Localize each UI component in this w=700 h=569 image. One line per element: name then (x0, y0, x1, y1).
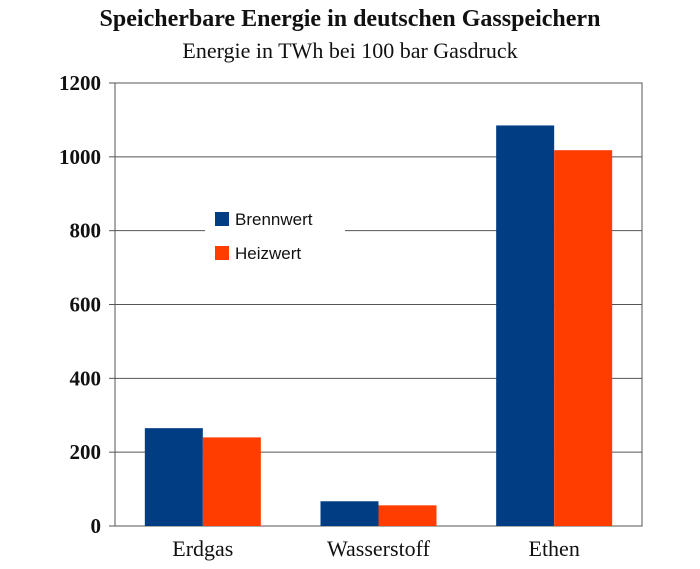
chart-title: Speicherbare Energie in deutschen Gasspe… (99, 6, 601, 32)
legend-label-heizwert: Heizwert (235, 244, 301, 263)
legend-swatch-brennwert (215, 212, 229, 226)
bar-brennwert-erdgas (144, 428, 203, 526)
legend-swatch-heizwert (215, 246, 229, 260)
y-tick-label: 200 (70, 440, 102, 464)
bar-brennwert-ethen (496, 125, 555, 527)
y-tick-label: 1200 (59, 71, 101, 95)
x-tick-label: Ethen (529, 536, 580, 561)
x-tick-label: Wasserstoff (327, 536, 431, 561)
bar-heizwert-wasserstoff (378, 505, 437, 526)
bar-heizwert-ethen (554, 150, 613, 526)
y-tick-label: 600 (70, 293, 102, 317)
y-tick-label: 0 (91, 514, 102, 538)
legend-label-brennwert: Brennwert (235, 210, 313, 229)
chart-subtitle: Energie in TWh bei 100 bar Gasdruck (182, 38, 518, 63)
y-tick-label: 1000 (59, 145, 101, 169)
bar-brennwert-wasserstoff (320, 501, 379, 526)
y-tick-label: 400 (70, 366, 102, 390)
bar-heizwert-erdgas (202, 437, 261, 526)
y-tick-label: 800 (70, 219, 102, 243)
x-tick-label: Erdgas (172, 536, 233, 561)
